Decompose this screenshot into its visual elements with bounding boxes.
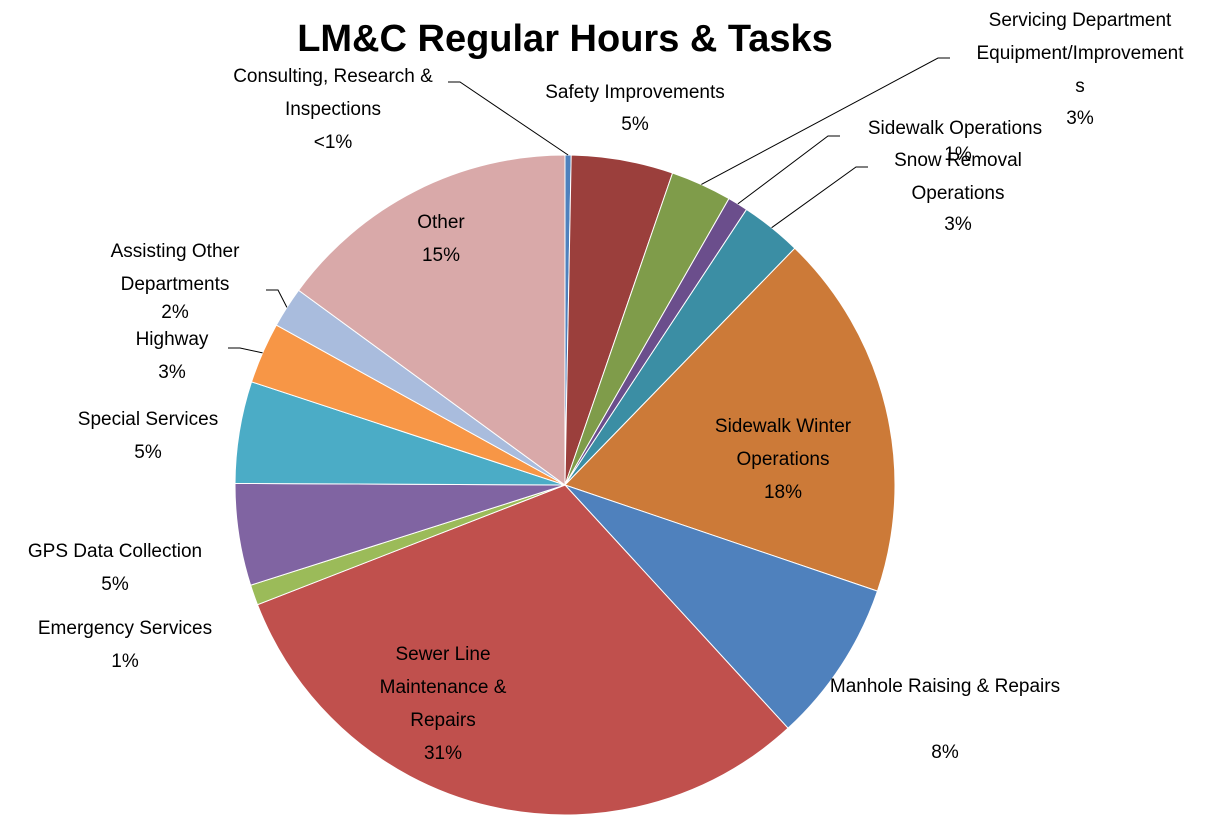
leader-line [701,57,950,185]
slice-value-label: 3% [158,362,186,383]
slice-label: Sidewalk Winter Operations [714,416,852,470]
slice-value-label: 8% [931,742,959,763]
slice-value-label: 1% [944,144,972,165]
leader-line [771,166,868,229]
pie-slice [564,484,879,729]
slice-value-label: 15% [421,245,461,266]
leader-line [737,135,840,205]
slice-label: Emergency Services [37,618,213,639]
slice-value-label: 31% [423,743,463,764]
slice-value-label: 1% [111,651,139,672]
slice-label: Safety Improvements [545,82,725,103]
leader-line [448,81,569,156]
leader-line [228,347,263,354]
slice-label: Manhole Raising & Repairs [829,676,1061,697]
pie-slice [297,154,566,486]
slice-value-label: 18% [763,482,803,503]
slice-label: Sewer Line Maintenance & Repairs [379,644,507,731]
slice-value-label: 3% [1066,108,1094,129]
slice-label: GPS Data Collection [27,541,203,562]
slice-value-label: <1% [313,132,353,153]
pie-slice [256,484,789,816]
slice-value-label: 5% [621,114,649,135]
slice-label: Consulting, Research & Inspections [233,66,433,120]
pie-slice [564,247,896,592]
slice-label: Highway [135,329,209,350]
slice-label: Snow Removal Operations [894,150,1022,204]
slice-label: Sidewalk Operations [867,118,1043,139]
slice-label: Servicing Department Equipment/Improveme… [976,10,1184,97]
slice-label: Special Services [77,409,219,430]
leader-line [266,289,288,308]
slice-value-label: 3% [944,214,972,235]
slice-value-label: 2% [161,302,189,323]
slice-label: Other [417,212,465,233]
slice-value-label: 5% [101,574,129,595]
chart-title: LM&C Regular Hours & Tasks [297,18,833,60]
slice-label: Assisting Other Departments [110,241,240,295]
slice-value-label: 5% [134,442,162,463]
